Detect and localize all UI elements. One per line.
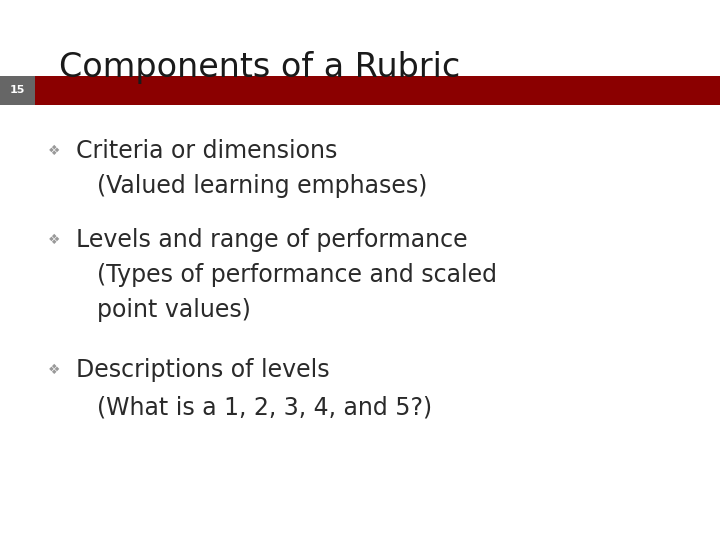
- Text: point values): point values): [97, 299, 251, 322]
- Text: ❖: ❖: [48, 233, 60, 247]
- Text: 15: 15: [9, 85, 25, 96]
- Text: ❖: ❖: [48, 144, 60, 158]
- Bar: [35, 76, 720, 105]
- Text: Components of a Rubric: Components of a Rubric: [59, 51, 460, 84]
- Text: (Types of performance and scaled: (Types of performance and scaled: [97, 264, 498, 287]
- Text: Levels and range of performance: Levels and range of performance: [76, 228, 467, 252]
- Text: Criteria or dimensions: Criteria or dimensions: [76, 139, 337, 163]
- Text: (What is a 1, 2, 3, 4, and 5?): (What is a 1, 2, 3, 4, and 5?): [97, 396, 432, 420]
- Text: (Valued learning emphases): (Valued learning emphases): [97, 174, 428, 198]
- Bar: [0, 76, 35, 105]
- Text: Descriptions of levels: Descriptions of levels: [76, 358, 329, 382]
- Text: ❖: ❖: [48, 363, 60, 377]
